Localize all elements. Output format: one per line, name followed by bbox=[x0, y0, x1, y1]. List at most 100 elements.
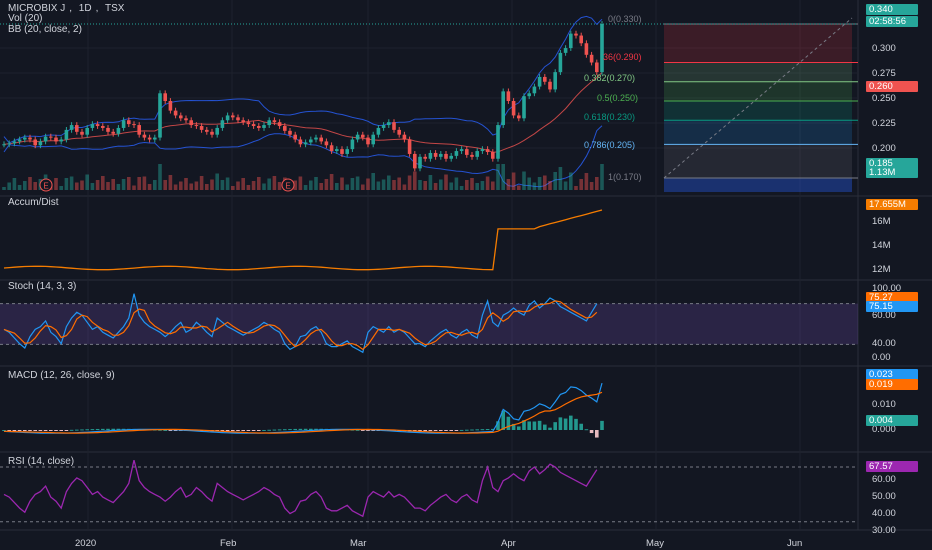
candle-body bbox=[90, 124, 95, 128]
macd-histogram-bar bbox=[506, 416, 511, 430]
volume-bar bbox=[215, 173, 219, 190]
candle-body bbox=[293, 134, 297, 140]
fib-zone bbox=[664, 62, 852, 82]
macd-histogram-bar bbox=[231, 430, 235, 432]
macd-histogram-bar bbox=[485, 429, 490, 431]
volume-bar bbox=[423, 181, 427, 190]
candle-body bbox=[49, 136, 53, 138]
volume-bar bbox=[470, 178, 474, 190]
candle-body bbox=[220, 120, 225, 128]
macd-histogram-bar bbox=[418, 430, 422, 432]
symbol[interactable]: MICROBIX J bbox=[8, 3, 66, 14]
candle-body bbox=[345, 149, 349, 154]
macd-histogram-bar bbox=[548, 427, 552, 430]
rsi-legend[interactable]: RSI (14, close) bbox=[8, 456, 75, 467]
candle-body bbox=[277, 122, 282, 127]
candle-body bbox=[95, 124, 100, 127]
volume-bar bbox=[64, 178, 69, 190]
macd-histogram-bar bbox=[558, 417, 563, 430]
candle-body bbox=[168, 101, 173, 111]
candle-body bbox=[423, 156, 427, 159]
macd-histogram-bar bbox=[584, 429, 589, 431]
volume-bar bbox=[199, 176, 204, 190]
stoch-legend[interactable]: Stoch (14, 3, 3) bbox=[8, 281, 77, 292]
volume-bar bbox=[444, 174, 448, 190]
macd-histogram-bar bbox=[277, 429, 282, 431]
histogram-badge: 0.004 bbox=[866, 415, 918, 426]
time-axis-label: 2020 bbox=[75, 538, 97, 549]
volume-bar bbox=[475, 183, 479, 190]
rsi-tick: 50.00 bbox=[872, 491, 896, 502]
macd-histogram-bar bbox=[574, 418, 578, 430]
macd-histogram-bar bbox=[563, 418, 568, 430]
candle-body bbox=[127, 120, 131, 125]
macd-tick: 0.010 bbox=[872, 399, 896, 410]
macd-histogram-bar bbox=[511, 423, 516, 430]
candle-body bbox=[75, 125, 79, 132]
macd-histogram-bar bbox=[38, 430, 43, 431]
candle-body bbox=[350, 139, 355, 150]
volume-bar bbox=[319, 183, 323, 190]
volume-bar bbox=[90, 183, 95, 190]
volume-bar bbox=[12, 178, 17, 190]
volume-bar bbox=[548, 181, 552, 190]
candle-body bbox=[33, 139, 37, 146]
fib-extension-zone bbox=[664, 178, 852, 192]
candle-body bbox=[257, 126, 261, 128]
volume-bar bbox=[95, 180, 100, 190]
macd-badge: 0.023 bbox=[866, 369, 918, 380]
earnings-event-label: E bbox=[43, 182, 48, 191]
volume-bar bbox=[158, 164, 162, 190]
earnings-event-marker: E bbox=[281, 178, 295, 192]
volume-bar bbox=[153, 180, 157, 190]
volume-bar bbox=[277, 182, 282, 190]
volume-legend[interactable]: Vol (20) bbox=[8, 13, 43, 24]
volume-bar bbox=[574, 186, 578, 190]
candle-body bbox=[23, 137, 27, 140]
candle-body bbox=[329, 145, 334, 152]
bb-legend[interactable]: BB (20, close, 2) bbox=[8, 24, 82, 35]
accum-dist-line bbox=[3, 209, 603, 271]
macd-histogram-bar bbox=[59, 430, 63, 431]
macd-histogram-bar bbox=[28, 430, 32, 431]
candle-body bbox=[132, 124, 136, 126]
volume-bar bbox=[189, 183, 193, 190]
candle-body bbox=[574, 33, 578, 36]
stoch-tick: 100.00 bbox=[872, 283, 902, 294]
macd-histogram-bar bbox=[23, 430, 27, 431]
candle-body bbox=[236, 117, 240, 121]
macd-histogram-bar bbox=[257, 430, 261, 431]
bb-lower-band bbox=[3, 125, 603, 188]
volume-bar bbox=[241, 178, 245, 190]
macd-legend[interactable]: MACD (12, 26, close, 9) bbox=[8, 370, 115, 381]
candle-body bbox=[158, 93, 162, 138]
volume-bar bbox=[251, 181, 256, 190]
stoch-d-line bbox=[3, 300, 598, 351]
ad-legend[interactable]: Accum/Dist bbox=[8, 197, 59, 208]
candle-body bbox=[340, 149, 344, 154]
macd-histogram-bar bbox=[314, 428, 318, 430]
price-tick: 0.300 bbox=[872, 43, 896, 54]
candle-body bbox=[28, 137, 32, 140]
volume-bar bbox=[527, 177, 531, 190]
volume-bar bbox=[543, 175, 547, 190]
candle-body bbox=[517, 115, 521, 119]
macd-histogram-bar bbox=[158, 429, 162, 431]
candle-body bbox=[355, 134, 360, 140]
macd-histogram-bar bbox=[537, 420, 542, 430]
volume-bar bbox=[392, 180, 396, 190]
candle-body bbox=[527, 93, 531, 97]
volume-bar bbox=[132, 185, 136, 190]
macd-histogram-bar bbox=[298, 428, 303, 430]
candle-body bbox=[522, 96, 526, 119]
candle-body bbox=[428, 152, 433, 159]
candle-body bbox=[553, 72, 557, 90]
volume-bar bbox=[449, 182, 453, 190]
interval[interactable]: 1D bbox=[78, 3, 92, 14]
candle-body bbox=[449, 155, 453, 159]
volume-bar bbox=[345, 184, 349, 190]
volume-bar bbox=[537, 177, 542, 190]
volume-bar bbox=[553, 172, 557, 190]
volume-bar bbox=[137, 177, 141, 190]
